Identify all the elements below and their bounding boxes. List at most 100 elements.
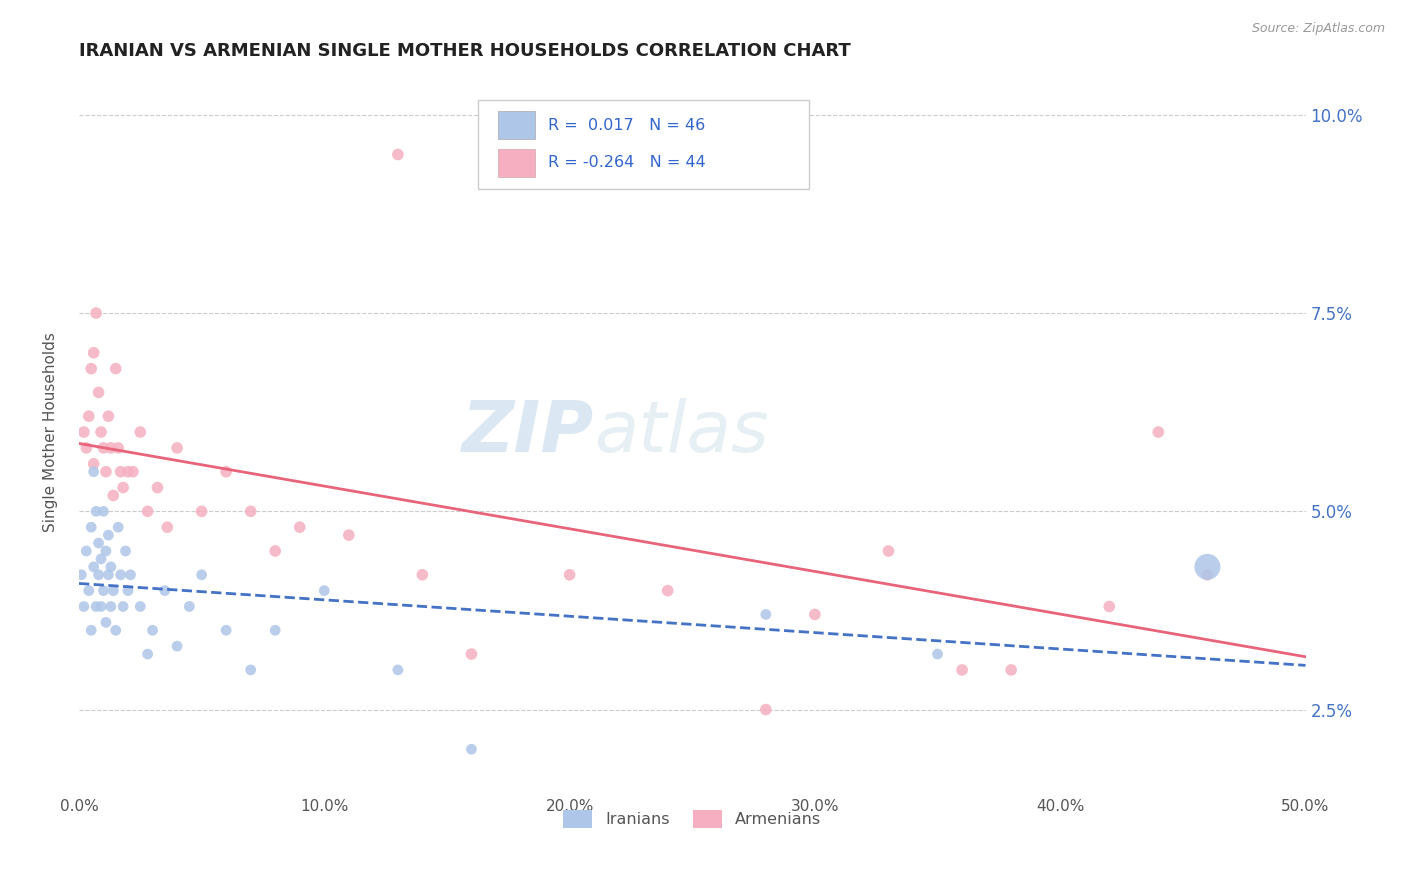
Point [117,465,139,479]
Point [93,504,115,518]
Point [264,544,287,558]
Point [264,624,287,638]
Point [156,520,179,534]
Point [87,536,110,550]
Point [100,441,122,455]
Point [90,425,112,439]
Point [114,544,136,558]
Point [136,647,159,661]
Text: Source: ZipAtlas.com: Source: ZipAtlas.com [1251,22,1385,36]
Point [94,465,117,479]
Point [84,306,107,320]
Point [83,465,105,479]
Point [190,567,212,582]
Point [337,528,360,542]
Legend: Iranians, Armenians: Iranians, Armenians [557,803,828,834]
Point [927,647,949,661]
Point [77,409,100,424]
Point [657,583,679,598]
Point [97,528,120,542]
Point [215,624,238,638]
Point [129,599,152,614]
Point [411,567,433,582]
Point [93,441,115,455]
Text: R =  0.017   N = 46: R = 0.017 N = 46 [547,118,704,133]
Point [84,599,107,614]
Point [75,441,97,455]
Point [97,409,120,424]
Text: atlas: atlas [595,398,769,467]
Point [950,663,973,677]
Point [136,504,159,518]
Point [239,663,262,677]
Text: IRANIAN VS ARMENIAN SINGLE MOTHER HOUSEHOLDS CORRELATION CHART: IRANIAN VS ARMENIAN SINGLE MOTHER HOUSEH… [79,42,851,60]
Point [755,702,778,716]
Point [122,465,145,479]
Text: ZIP: ZIP [461,398,595,467]
Y-axis label: Single Mother Households: Single Mother Households [44,332,58,532]
Point [83,559,105,574]
Point [755,607,778,622]
Point [97,567,120,582]
Point [110,465,132,479]
Point [75,544,97,558]
Point [112,599,135,614]
Point [460,742,482,756]
FancyBboxPatch shape [478,100,808,189]
Point [110,567,132,582]
Point [215,465,238,479]
Point [90,552,112,566]
Point [190,504,212,518]
Point [80,361,103,376]
Point [83,345,105,359]
Point [73,599,96,614]
Point [804,607,827,622]
Point [87,567,110,582]
Point [387,147,409,161]
Point [103,583,125,598]
Point [166,639,188,653]
Point [84,504,107,518]
Point [1197,567,1219,582]
Point [83,457,105,471]
Point [87,385,110,400]
Point [104,361,127,376]
Point [239,504,262,518]
Point [460,647,482,661]
Point [129,425,152,439]
Point [73,425,96,439]
Point [94,544,117,558]
FancyBboxPatch shape [499,111,536,139]
Point [1000,663,1022,677]
Point [107,520,129,534]
Point [70,567,93,582]
Point [146,481,169,495]
Point [1197,559,1219,574]
Point [1147,425,1170,439]
Point [77,583,100,598]
Point [94,615,117,630]
Text: R = -0.264   N = 44: R = -0.264 N = 44 [547,155,706,170]
Point [103,488,125,502]
Point [120,567,142,582]
Point [80,624,103,638]
Point [117,583,139,598]
Point [387,663,409,677]
Point [141,624,163,638]
Point [112,481,135,495]
Point [1098,599,1121,614]
Point [100,559,122,574]
Point [166,441,188,455]
Point [288,520,311,534]
Point [558,567,581,582]
FancyBboxPatch shape [499,149,536,178]
Point [80,520,103,534]
Point [107,441,129,455]
Point [100,599,122,614]
Point [93,583,115,598]
Point [877,544,900,558]
Point [90,599,112,614]
Point [179,599,201,614]
Point [104,624,127,638]
Point [314,583,336,598]
